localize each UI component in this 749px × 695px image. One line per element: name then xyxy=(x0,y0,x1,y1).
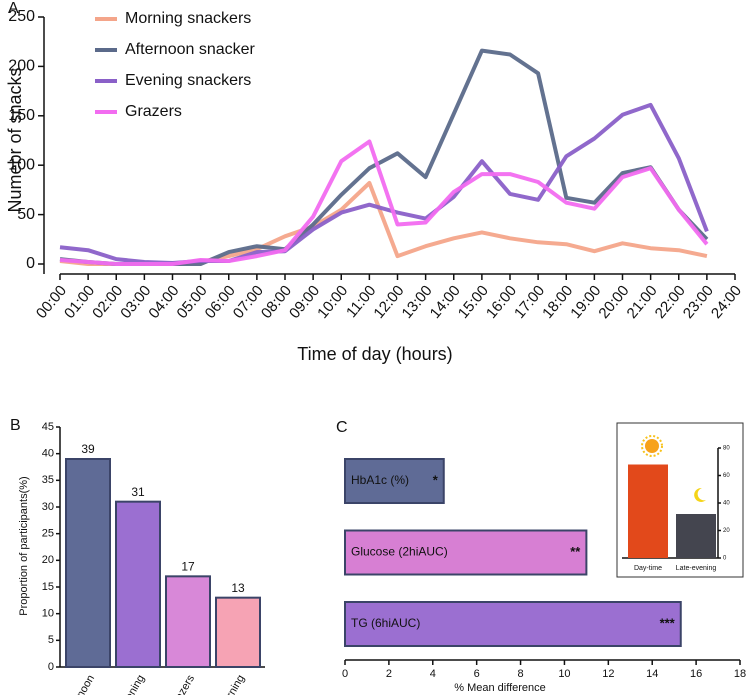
x-tick-label: 10 xyxy=(558,668,570,680)
bar xyxy=(676,514,716,558)
x-tick-label: 6 xyxy=(474,668,480,680)
panel-label: B xyxy=(10,417,21,434)
x-tick-label: 05:00 xyxy=(174,282,211,322)
x-tick-label: 22:00 xyxy=(652,282,689,322)
x-tick-label: 18 xyxy=(734,668,746,680)
x-tick-label: Grazers xyxy=(167,673,197,695)
data-label: 17 xyxy=(181,560,195,574)
bar xyxy=(115,500,161,668)
x-tick-label: 15:00 xyxy=(455,282,492,322)
y-tick-label: 0 xyxy=(723,556,727,562)
y-tick-label: 40 xyxy=(723,501,730,507)
y-axis-label: Proportion of participants(%) xyxy=(18,476,30,615)
x-tick-label: 00:00 xyxy=(33,282,70,322)
x-tick-label: 06:00 xyxy=(202,282,239,322)
x-tick-label: 02:00 xyxy=(89,282,126,322)
x-tick-label: 07:00 xyxy=(230,282,267,322)
y-tick-label: 80 xyxy=(723,446,730,452)
x-tick-label: 23:00 xyxy=(680,282,717,322)
x-tick-label: 8 xyxy=(517,668,523,680)
y-tick-label: 60 xyxy=(723,473,730,479)
x-axis-label: % Mean difference xyxy=(454,682,546,694)
bar xyxy=(628,464,668,558)
y-tick-label: 200 xyxy=(8,58,35,75)
y-axis-label: Numebr of snacks xyxy=(5,67,25,212)
legend-label: Afternoon snacker xyxy=(125,41,256,58)
series-line xyxy=(59,181,708,266)
x-tick-label: 09:00 xyxy=(286,282,323,322)
x-tick-label: Morning xyxy=(217,673,247,695)
data-label: 39 xyxy=(81,442,95,456)
x-tick-label: 4 xyxy=(430,668,436,680)
y-tick-label: 20 xyxy=(723,528,730,534)
sun-icon xyxy=(641,435,663,457)
x-tick-label: 12 xyxy=(602,668,614,680)
bar xyxy=(344,601,682,647)
x-tick-label: 18:00 xyxy=(539,282,576,322)
legend-label: Evening snackers xyxy=(125,72,251,89)
x-tick-label: Day-time xyxy=(634,565,662,572)
x-tick-label: 08:00 xyxy=(258,282,295,322)
y-tick-label: 10 xyxy=(42,608,54,620)
bar xyxy=(344,458,445,504)
x-tick-label: Late-evening xyxy=(676,565,717,572)
y-tick-label: 100 xyxy=(8,156,35,173)
y-tick-label: 40 xyxy=(42,448,54,460)
x-tick-label: Evening xyxy=(117,673,147,695)
legend-label: Grazers xyxy=(125,103,182,120)
series-line xyxy=(59,139,709,266)
x-tick-label: 24:00 xyxy=(708,282,745,322)
x-tick-label: 01:00 xyxy=(61,282,98,322)
y-tick-label: 150 xyxy=(8,107,35,124)
x-tick-label: 12:00 xyxy=(370,282,407,322)
y-tick-label: Glucose (2hiAUC) xyxy=(351,545,448,559)
x-axis-label: Time of day (hours) xyxy=(297,344,452,364)
x-tick-label: 03:00 xyxy=(117,282,154,322)
x-tick-label: 19:00 xyxy=(567,282,604,322)
legend-label: Morning snackers xyxy=(125,10,251,27)
y-tick-label: 25 xyxy=(42,528,54,540)
x-tick-label: 0 xyxy=(342,668,348,680)
bar xyxy=(165,575,211,668)
panel-label: A xyxy=(8,0,19,17)
y-tick-label: 250 xyxy=(8,8,35,25)
x-tick-label: 04:00 xyxy=(145,282,182,322)
y-tick-label: 15 xyxy=(42,581,54,593)
y-tick-label: 35 xyxy=(42,474,54,486)
y-tick-label: 50 xyxy=(17,206,35,223)
y-tick-label: 45 xyxy=(42,421,54,433)
bar xyxy=(344,529,588,576)
annotation: *** xyxy=(660,615,676,630)
x-tick-label: 14 xyxy=(646,668,658,680)
x-tick-label: 17:00 xyxy=(511,282,548,322)
panel-label: C xyxy=(336,419,348,436)
moon-icon xyxy=(694,487,706,502)
y-tick-label: 5 xyxy=(48,634,54,646)
x-tick-label: 16:00 xyxy=(483,282,520,322)
y-tick-label: 20 xyxy=(42,554,54,566)
x-tick-label: Afternoon xyxy=(63,673,97,695)
data-label: 13 xyxy=(231,581,245,595)
y-tick-label: 30 xyxy=(42,501,54,513)
x-tick-label: 13:00 xyxy=(399,282,436,322)
x-tick-label: 20:00 xyxy=(595,282,632,322)
annotation: * xyxy=(433,472,439,487)
data-label: 31 xyxy=(131,485,145,499)
x-tick-label: 16 xyxy=(690,668,702,680)
y-tick-label: HbA1c (%) xyxy=(351,473,409,487)
x-tick-label: 21:00 xyxy=(624,282,661,322)
x-tick-label: 2 xyxy=(386,668,392,680)
y-tick-label: TG (6hiAUC) xyxy=(351,616,420,630)
y-tick-label: 0 xyxy=(26,255,35,272)
x-tick-label: 14:00 xyxy=(427,282,464,322)
bar xyxy=(65,458,111,668)
annotation: ** xyxy=(570,544,581,559)
bar xyxy=(215,596,261,669)
y-tick-label: 0 xyxy=(48,661,54,673)
x-tick-label: 10:00 xyxy=(314,282,351,322)
